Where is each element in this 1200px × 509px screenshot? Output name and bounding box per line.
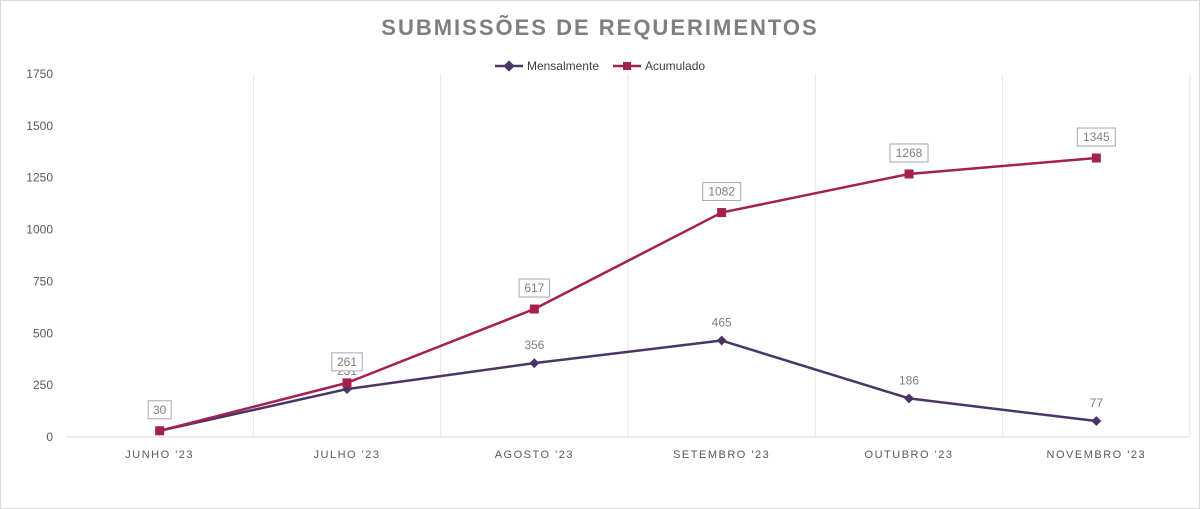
data-point-mensalmente [529, 358, 540, 369]
legend-marker-acumulado [613, 62, 641, 70]
data-label-box-acumulado [518, 278, 551, 298]
data-point-acumulado [342, 378, 352, 388]
data-label-acumulado: 261 [337, 355, 357, 369]
data-point-acumulado [717, 208, 727, 218]
x-tick-label: SETEMBRO '23 [673, 449, 770, 461]
data-label-mensalmente: 356 [524, 338, 544, 352]
data-point-mensalmente [1091, 416, 1102, 426]
data-label-mensalmente: 77 [1090, 396, 1104, 410]
x-tick-label: OUTUBRO '23 [865, 449, 954, 461]
data-label-mensalmente: 186 [899, 373, 919, 387]
legend-label-mensalmente: Mensalmente [526, 59, 599, 73]
data-label-acumulado: 1082 [708, 185, 735, 199]
series-line-acumulado [159, 156, 1097, 432]
y-tick-label: 1000 [26, 223, 53, 237]
y-tick-label: 1500 [26, 119, 53, 133]
legend-item-acumulado: Acumulado [613, 59, 705, 73]
x-tick-label: AGOSTO '23 [495, 449, 574, 461]
data-label-acumulado: 617 [524, 281, 544, 295]
data-point-acumulado [529, 304, 539, 314]
y-tick-label: 750 [33, 274, 53, 288]
data-label-box-acumulado [702, 182, 742, 202]
x-tick-label: JUNHO '23 [125, 449, 194, 461]
x-tick-label: JULHO '23 [314, 449, 381, 461]
data-label-acumulado: 30 [153, 403, 167, 417]
data-label-mensalmente: 465 [712, 316, 732, 330]
legend-label-acumulado: Acumulado [645, 59, 706, 73]
y-tick-label: 1750 [26, 67, 53, 81]
data-label-box-acumulado [889, 143, 929, 163]
data-point-mensalmente [904, 393, 914, 404]
y-tick-label: 1250 [26, 171, 53, 185]
x-tick-label: NOVEMBRO '23 [1047, 449, 1147, 461]
data-label-acumulado: 1345 [1083, 130, 1110, 144]
legend-item-mensalmente: Mensalmente [494, 59, 599, 73]
data-label-box-acumulado [1076, 127, 1116, 147]
legend-marker-mensalmente [494, 60, 523, 72]
series-line-mensalmente [159, 339, 1097, 432]
data-label-box-acumulado [331, 352, 363, 372]
data-point-mensalmente [716, 335, 727, 346]
data-point-acumulado [1091, 153, 1101, 163]
chart-title: SUBMISSÕES DE REQUERIMENTOS [381, 15, 819, 40]
data-label-acumulado: 1268 [896, 146, 923, 160]
data-label-box-acumulado [147, 400, 172, 420]
legend: Mensalmente Acumulado [1, 59, 1199, 73]
data-point-acumulado [155, 426, 165, 436]
y-tick-label: 0 [46, 430, 53, 444]
y-tick-label: 500 [33, 326, 53, 340]
y-tick-label: 250 [33, 378, 53, 392]
data-point-acumulado [904, 169, 914, 179]
